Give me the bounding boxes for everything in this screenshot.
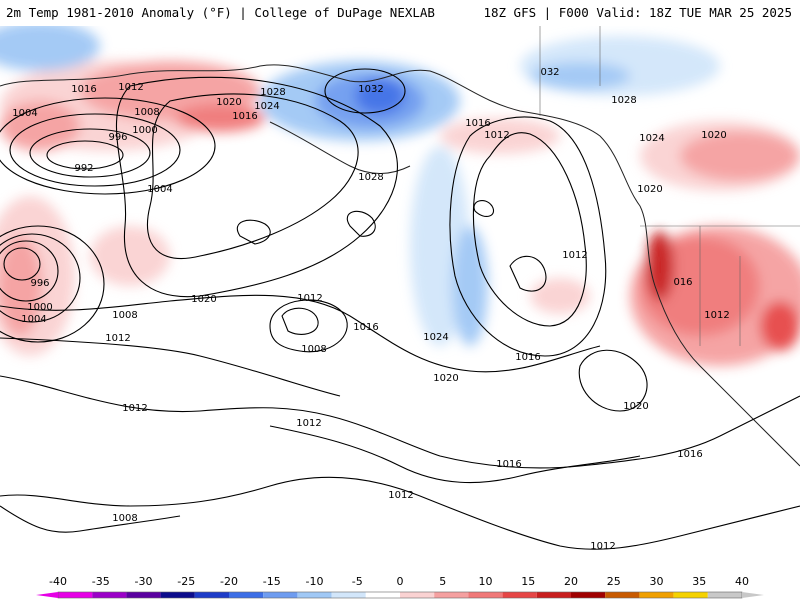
map-header: 2m Temp 1981-2010 Anomaly (°F) | College…: [0, 0, 800, 26]
isobar-label: 1020: [216, 97, 241, 108]
legend-tick-label: 0: [397, 575, 404, 588]
isobar-label: 1000: [132, 125, 157, 136]
model-run-info: 18Z GFS | F000 Valid: 18Z TUE MAR 25 202…: [483, 5, 792, 20]
color-legend: -40 -35 -30 -25 -20 -15 -10 -5 0 5 10 15 20 25 30 35 40: [0, 572, 800, 600]
isobar-label: 1000: [27, 302, 52, 313]
legend-tick-label: 15: [521, 575, 535, 588]
legend-tick-label: -15: [263, 575, 281, 588]
isobar-label: 1020: [637, 184, 662, 195]
map-title: 2m Temp 1981-2010 Anomaly (°F) | College…: [6, 5, 435, 20]
legend-swatch: [365, 592, 400, 598]
isobar-label: 1028: [611, 95, 636, 106]
isobar-label: 1008: [112, 310, 137, 321]
legend-max-arrow: [742, 592, 764, 598]
isobar-label: 1012: [484, 130, 509, 141]
legend-tick-label: -25: [177, 575, 195, 588]
legend-swatch: [58, 592, 93, 598]
coastlines: [0, 26, 800, 467]
isobar-label: 1016: [496, 459, 521, 470]
isobar-label: 1004: [12, 108, 37, 119]
isobar-label: 1008: [112, 513, 137, 524]
isobar-label: 1020: [623, 401, 648, 412]
isobar-label: 996: [108, 132, 127, 143]
legend-swatch: [331, 592, 366, 598]
legend-tick-label: 40: [735, 575, 749, 588]
legend-swatch: [673, 592, 708, 598]
legend-tick-label: 5: [439, 575, 446, 588]
legend-tick-label: -5: [352, 575, 363, 588]
legend-swatch: [434, 592, 469, 598]
legend-swatch: [297, 592, 332, 598]
legend-swatch: [468, 592, 503, 598]
isobar-labels: 1016 1012 1004 1008 996 1000 992 1004 10…: [12, 67, 729, 552]
legend-swatch: [263, 592, 298, 598]
isobar-label: 1024: [254, 101, 279, 112]
legend-tick-label: 25: [607, 575, 621, 588]
isobar-contours: [0, 68, 800, 550]
isobar-label: 1012: [388, 490, 413, 501]
isobar-label: 032: [540, 67, 559, 78]
isobar-label: 1012: [590, 541, 615, 552]
isobar-label: 1008: [301, 344, 326, 355]
legend-color-bar: [36, 591, 764, 599]
isobar-label: 1016: [71, 84, 96, 95]
isobar-label: 1012: [297, 293, 322, 304]
legend-swatch: [126, 592, 161, 598]
isobar-label: 1012: [122, 403, 147, 414]
isobar-label: 1004: [147, 184, 172, 195]
legend-swatch: [160, 592, 195, 598]
isobar-label: 1020: [701, 130, 726, 141]
isobar-label: 1008: [134, 107, 159, 118]
weather-map: 1016 1012 1004 1008 996 1000 992 1004 10…: [0, 26, 800, 552]
legend-swatch: [229, 592, 264, 598]
legend-tick-label: -20: [220, 575, 238, 588]
legend-swatch: [571, 592, 606, 598]
legend-tick-label: -10: [306, 575, 324, 588]
isobar-label: 1012: [562, 250, 587, 261]
legend-tick-label: 20: [564, 575, 578, 588]
legend-swatch: [605, 592, 640, 598]
isobar-label: 1032: [358, 84, 383, 95]
isobar-label: 1004: [21, 314, 46, 325]
isobar-label: 1012: [118, 82, 143, 93]
legend-tick-label: -40: [49, 575, 67, 588]
isobar-label: 1012: [105, 333, 130, 344]
isobar-label: 996: [30, 278, 49, 289]
isobar-label: 1012: [296, 418, 321, 429]
isobar-label: 1016: [465, 118, 490, 129]
legend-tick-label: 30: [650, 575, 664, 588]
legend-tick-label: -30: [135, 575, 153, 588]
isobar-label: 1020: [433, 373, 458, 384]
legend-min-arrow: [36, 592, 58, 598]
isobar-label: 1016: [353, 322, 378, 333]
isobar-label: 1028: [358, 172, 383, 183]
legend-swatch: [536, 592, 571, 598]
isobar-label: 1024: [639, 133, 664, 144]
legend-swatch: [400, 592, 435, 598]
isobar-label: 1028: [260, 87, 285, 98]
isobar-label: 1016: [677, 449, 702, 460]
isobar-label: 1016: [232, 111, 257, 122]
legend-tick-label: -35: [92, 575, 110, 588]
isobar-label: 992: [74, 163, 93, 174]
legend-swatch: [502, 592, 537, 598]
temperature-anomaly-shading: [0, 26, 800, 366]
legend-tick-label: 35: [692, 575, 706, 588]
isobar-label: 016: [673, 277, 692, 288]
legend-swatch: [92, 592, 127, 598]
legend-tick-label: 10: [479, 575, 493, 588]
isobar-label: 1020: [191, 294, 216, 305]
isobar-label: 1016: [515, 352, 540, 363]
isobar-label: 1012: [704, 310, 729, 321]
legend-ticks: -40 -35 -30 -25 -20 -15 -10 -5 0 5 10 15 20 25 30 35 40: [49, 575, 749, 588]
legend-swatch: [194, 592, 229, 598]
isobar-label: 1024: [423, 332, 448, 343]
legend-swatch: [707, 592, 742, 598]
legend-swatch: [639, 592, 674, 598]
